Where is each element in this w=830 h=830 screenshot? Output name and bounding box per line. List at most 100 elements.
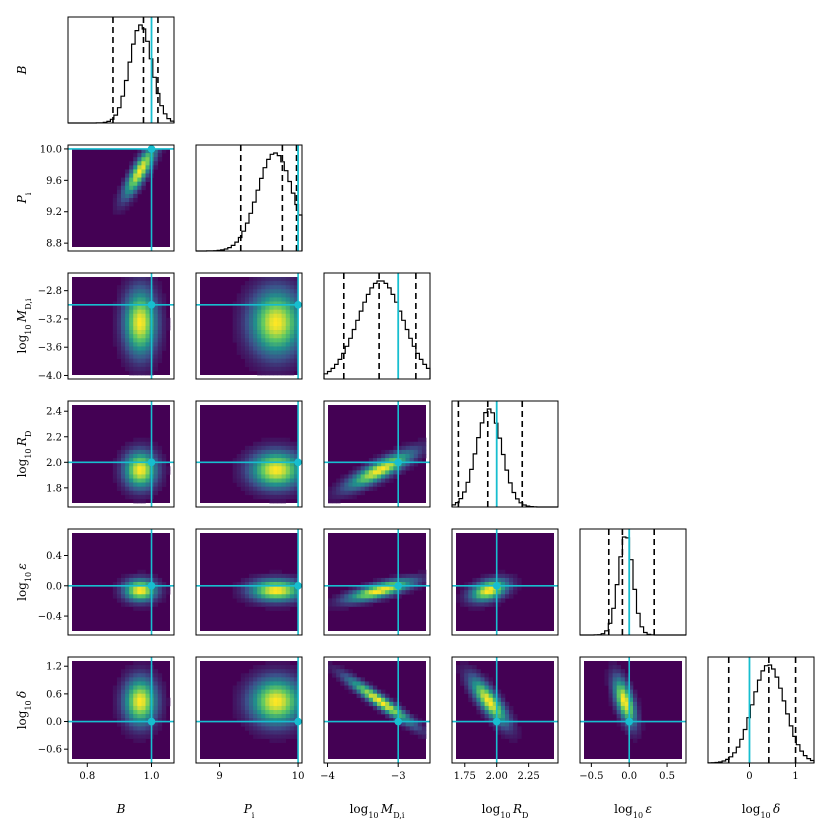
heatmap-cell bbox=[261, 685, 266, 690]
heatmap-cell bbox=[244, 677, 250, 682]
heatmap-cell bbox=[336, 490, 341, 496]
heatmap-cell bbox=[125, 462, 130, 467]
heatmap-cell bbox=[137, 449, 142, 455]
heatmap-cell bbox=[137, 594, 142, 599]
heatmap-cell bbox=[513, 577, 518, 583]
heatmap-cell bbox=[488, 577, 494, 583]
heatmap-cell bbox=[244, 582, 250, 587]
heatmap-cell bbox=[364, 462, 370, 467]
heatmap-cell bbox=[133, 317, 138, 323]
heatmap-cell bbox=[281, 281, 287, 286]
label-prefix-sub: 10 bbox=[24, 448, 33, 458]
heatmap-cell bbox=[289, 289, 295, 294]
heatmap-cell bbox=[509, 577, 514, 583]
heatmap-cell bbox=[129, 346, 134, 351]
panel-frame bbox=[323, 656, 431, 764]
panel-frame bbox=[451, 528, 559, 636]
heatmap-cell bbox=[285, 726, 291, 731]
heatmap-cell bbox=[352, 681, 357, 686]
heatmap-cell bbox=[157, 577, 163, 583]
heatmap-cell bbox=[289, 701, 295, 707]
heatmap-cell bbox=[281, 466, 287, 471]
heatmap-cell bbox=[381, 705, 386, 711]
x-tick-label-log10_delta: 1 bbox=[792, 771, 798, 782]
heatmap-cell bbox=[269, 681, 274, 686]
heatmap-cell bbox=[381, 590, 386, 595]
heatmap-cell bbox=[273, 317, 278, 323]
heatmap-cell bbox=[624, 689, 630, 694]
heatmap-cell bbox=[277, 726, 282, 731]
heatmap-cell bbox=[121, 185, 126, 191]
heatmap-cell bbox=[121, 602, 126, 607]
heatmap-cell bbox=[133, 689, 138, 694]
heatmap-cell bbox=[137, 730, 142, 735]
heatmap-cell bbox=[112, 301, 118, 306]
heatmap-cell bbox=[352, 490, 357, 496]
heatmap-cell bbox=[153, 277, 159, 282]
heatmap-cell bbox=[285, 277, 291, 282]
heatmap-cell bbox=[285, 321, 291, 327]
heatmap-cell bbox=[385, 598, 390, 603]
heatmap-cell bbox=[129, 466, 134, 471]
heatmap-cell bbox=[125, 573, 130, 579]
heatmap-cell bbox=[125, 181, 130, 187]
heatmap-cell bbox=[141, 449, 146, 455]
heatmap-cell bbox=[285, 602, 291, 607]
heatmap-cell bbox=[112, 326, 118, 331]
heatmap-cell bbox=[141, 462, 146, 467]
heatmap-cell bbox=[289, 466, 295, 471]
heatmap-cell bbox=[285, 734, 291, 739]
panel-frame bbox=[451, 400, 559, 508]
heatmap-cell bbox=[249, 714, 254, 719]
heatmap-cell bbox=[133, 665, 138, 670]
heatmap-cell bbox=[269, 293, 274, 298]
heatmap-cell bbox=[269, 677, 274, 682]
heatmap-cell bbox=[377, 598, 382, 603]
heatmap-cell bbox=[277, 305, 282, 310]
heatmap-cell bbox=[121, 202, 126, 207]
heatmap-cell bbox=[476, 705, 481, 711]
heatmap-cell bbox=[116, 198, 122, 203]
heatmap-cell bbox=[261, 722, 266, 727]
heatmap-cell bbox=[137, 326, 142, 331]
heatmap-cell bbox=[145, 334, 150, 339]
heatmap-cell bbox=[505, 718, 510, 723]
heatmap-cell bbox=[165, 470, 171, 475]
heatmap-cell bbox=[240, 462, 246, 467]
heatmap-cell bbox=[125, 198, 130, 203]
heatmap-cell bbox=[484, 710, 489, 715]
heatmap-cell bbox=[121, 594, 126, 599]
heatmap-cell bbox=[125, 669, 130, 674]
heatmap-cell bbox=[381, 697, 386, 703]
heatmap-cell bbox=[133, 478, 138, 483]
heatmap-cell bbox=[112, 342, 118, 347]
heatmap-cell bbox=[417, 586, 423, 591]
heatmap-cell bbox=[285, 474, 291, 479]
heatmap-cell bbox=[368, 701, 374, 707]
heatmap-cell bbox=[265, 338, 270, 343]
heatmap-cell bbox=[269, 321, 274, 327]
heatmap-cell bbox=[401, 458, 406, 463]
heatmap-cell bbox=[405, 441, 410, 447]
heatmap-cell bbox=[157, 313, 163, 319]
heatmap-cell bbox=[360, 598, 366, 603]
heatmap-cell bbox=[421, 445, 427, 451]
heatmap-cell bbox=[249, 693, 254, 699]
heatmap-cell bbox=[360, 486, 366, 492]
heatmap-cell bbox=[121, 309, 126, 315]
heatmap-cell bbox=[145, 594, 150, 599]
heatmap-cell bbox=[484, 705, 489, 711]
heatmap-cell bbox=[277, 285, 282, 290]
heatmap-cell bbox=[413, 449, 419, 455]
heatmap-cell bbox=[269, 301, 274, 306]
heatmap-cell bbox=[496, 594, 502, 599]
heatmap-cell bbox=[265, 354, 270, 359]
heatmap-cell bbox=[269, 462, 274, 467]
heatmap-cell bbox=[133, 301, 138, 306]
heatmap-cell bbox=[368, 474, 374, 479]
heatmap-cell bbox=[145, 338, 150, 343]
heatmap-cell bbox=[269, 730, 274, 735]
heatmap-cell bbox=[277, 277, 282, 282]
heatmap-cell bbox=[468, 673, 473, 678]
heatmap-cell bbox=[153, 313, 159, 319]
